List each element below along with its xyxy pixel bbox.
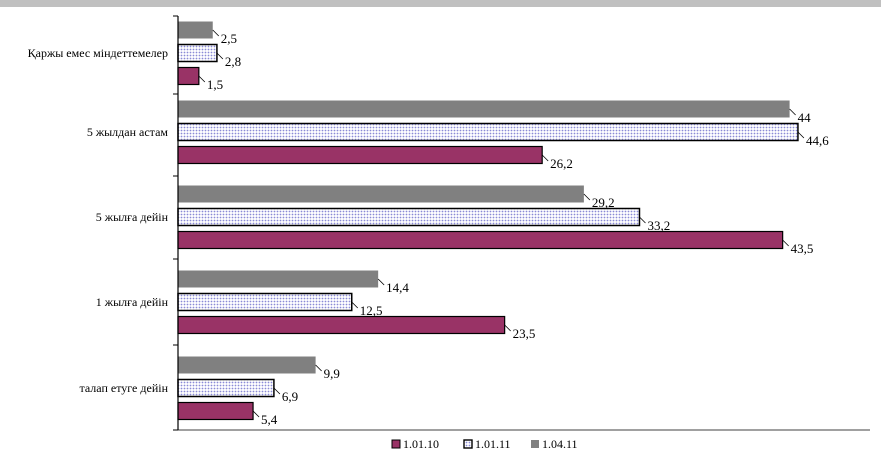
category-label: Қаржы емес міндеттемелер: [28, 46, 168, 60]
category-label: 5 жылдан астам: [87, 125, 169, 139]
bar-1-04-11-cat-3: [178, 100, 790, 118]
bar-1-04-11-cat-1: [178, 270, 379, 288]
value-label: 29,2: [592, 195, 615, 210]
value-leader-line: [273, 387, 281, 395]
legend-swatch: [531, 440, 539, 448]
value-label: 44,6: [806, 133, 829, 148]
category-label: 5 жылға дейін: [96, 210, 169, 224]
value-label: 44: [798, 110, 812, 125]
legend-swatch: [391, 439, 401, 449]
bar-1-04-11-cat-0: [178, 356, 316, 374]
legend-label: 1.01.10: [403, 437, 439, 451]
legend-label: 1.04.11: [542, 437, 578, 451]
bar-1-04-11-cat-4: [178, 21, 213, 39]
value-leader-line: [583, 193, 591, 201]
value-leader-line: [198, 75, 206, 83]
category-label: талап етуге дейін: [79, 381, 168, 395]
bar-1-01-11-cat-4: [177, 43, 218, 63]
legend: 1.01.10 1.01.11 1.04.11: [391, 437, 578, 451]
value-leader-line: [216, 52, 224, 60]
value-label: 2,5: [221, 31, 237, 46]
category-label: 1 жылға дейін: [96, 295, 169, 309]
value-leader-line: [639, 216, 646, 224]
bar-1-01-11-cat-1: [177, 292, 353, 312]
value-label: 14,4: [386, 280, 409, 295]
legend-swatch: [463, 439, 473, 449]
value-leader-line: [504, 324, 511, 332]
bar-1-01-10-cat-1: [177, 315, 506, 335]
bar-1-01-11-cat-3: [177, 122, 799, 142]
top-border-strip: [0, 0, 881, 7]
bar-1-01-10-cat-0: [177, 401, 254, 421]
bar-1-01-11-cat-0: [177, 378, 275, 398]
bar-1-01-10-cat-2: [177, 230, 784, 250]
value-label: 26,2: [550, 156, 573, 171]
value-leader-line: [315, 364, 322, 372]
value-labels-group: 5,4 6,9 9,9 23,5 12,514,4 43,5 33,2 29,2 26,2 44,…: [198, 29, 829, 427]
value-label: 1,5: [207, 77, 223, 92]
value-label: 43,5: [791, 241, 814, 256]
value-leader-line: [212, 29, 220, 37]
value-label: 2,8: [225, 54, 241, 69]
value-label: 23,5: [513, 326, 536, 341]
value-leader-line: [377, 278, 385, 286]
axis-group: [173, 15, 870, 431]
value-leader-line: [789, 108, 796, 116]
bar-1-01-11-cat-2: [177, 207, 641, 227]
bar-1-01-10-cat-3: [177, 145, 543, 165]
value-label: 6,9: [282, 389, 298, 404]
value-label: 12,5: [360, 303, 383, 318]
value-leader-line: [252, 410, 260, 418]
value-label: 5,4: [261, 412, 278, 427]
value-leader-line: [782, 239, 789, 247]
value-label: 33,2: [647, 218, 670, 233]
value-leader-line: [797, 131, 805, 139]
bar-1-04-11-cat-2: [178, 185, 584, 203]
value-leader-line: [351, 301, 359, 309]
bars-group: [177, 21, 799, 421]
value-leader-line: [541, 154, 549, 162]
value-label: 9,9: [324, 366, 340, 381]
category-labels-group: талап етуге дейін 1 жылға дейін 5 жылға де…: [28, 46, 169, 395]
bar-1-01-10-cat-4: [177, 66, 200, 86]
legend-label: 1.01.11: [475, 437, 511, 451]
